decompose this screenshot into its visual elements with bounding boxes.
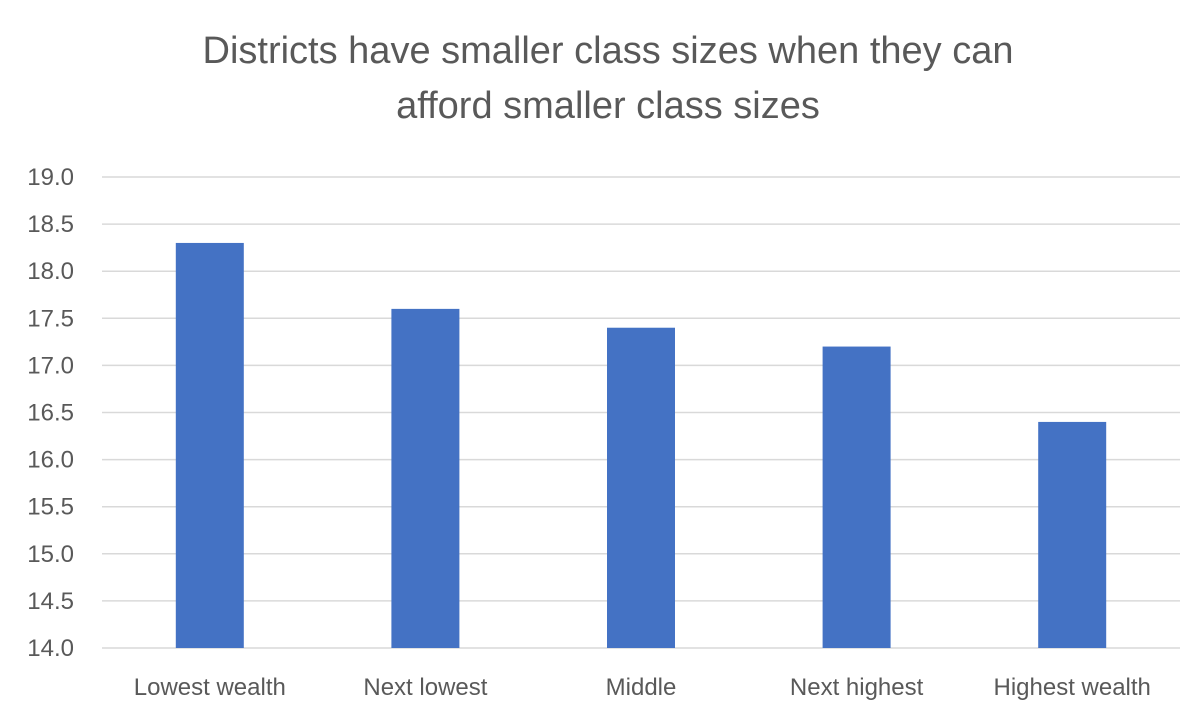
y-tick-label: 15.5 bbox=[27, 494, 74, 521]
y-tick-label: 16.0 bbox=[27, 447, 74, 474]
chart-title-line-2: afford smaller class sizes bbox=[396, 85, 820, 127]
x-category-label: Next lowest bbox=[363, 674, 487, 701]
y-tick-label: 14.0 bbox=[27, 635, 74, 662]
bar bbox=[391, 308, 460, 648]
bar bbox=[822, 346, 891, 648]
y-tick-label: 15.0 bbox=[27, 541, 74, 568]
x-category-label: Highest wealth bbox=[993, 674, 1150, 701]
bar bbox=[1038, 421, 1107, 648]
x-category-label: Next highest bbox=[790, 674, 924, 701]
chart-title-line-1: Districts have smaller class sizes when … bbox=[203, 30, 1014, 72]
bar bbox=[175, 242, 244, 648]
y-tick-label: 18.0 bbox=[27, 258, 74, 285]
bars bbox=[175, 242, 1107, 648]
x-category-label: Lowest wealth bbox=[134, 674, 286, 701]
y-tick-label: 18.5 bbox=[27, 211, 74, 238]
x-axis-categories: Lowest wealth Next lowest Middle Next highe… bbox=[134, 674, 1151, 701]
y-tick-label: 16.5 bbox=[27, 400, 74, 427]
x-category-label: Middle bbox=[606, 674, 677, 701]
y-tick-label: 17.0 bbox=[27, 352, 74, 379]
y-tick-label: 19.0 bbox=[27, 164, 74, 191]
y-tick-label: 17.5 bbox=[27, 305, 74, 332]
y-axis-ticks: 14.0 14.5 15.0 15.5 16.0 16.5 17.0 17.5 18.0 18.5… bbox=[27, 164, 74, 662]
y-tick-label: 14.5 bbox=[27, 588, 74, 615]
bar bbox=[607, 327, 675, 648]
